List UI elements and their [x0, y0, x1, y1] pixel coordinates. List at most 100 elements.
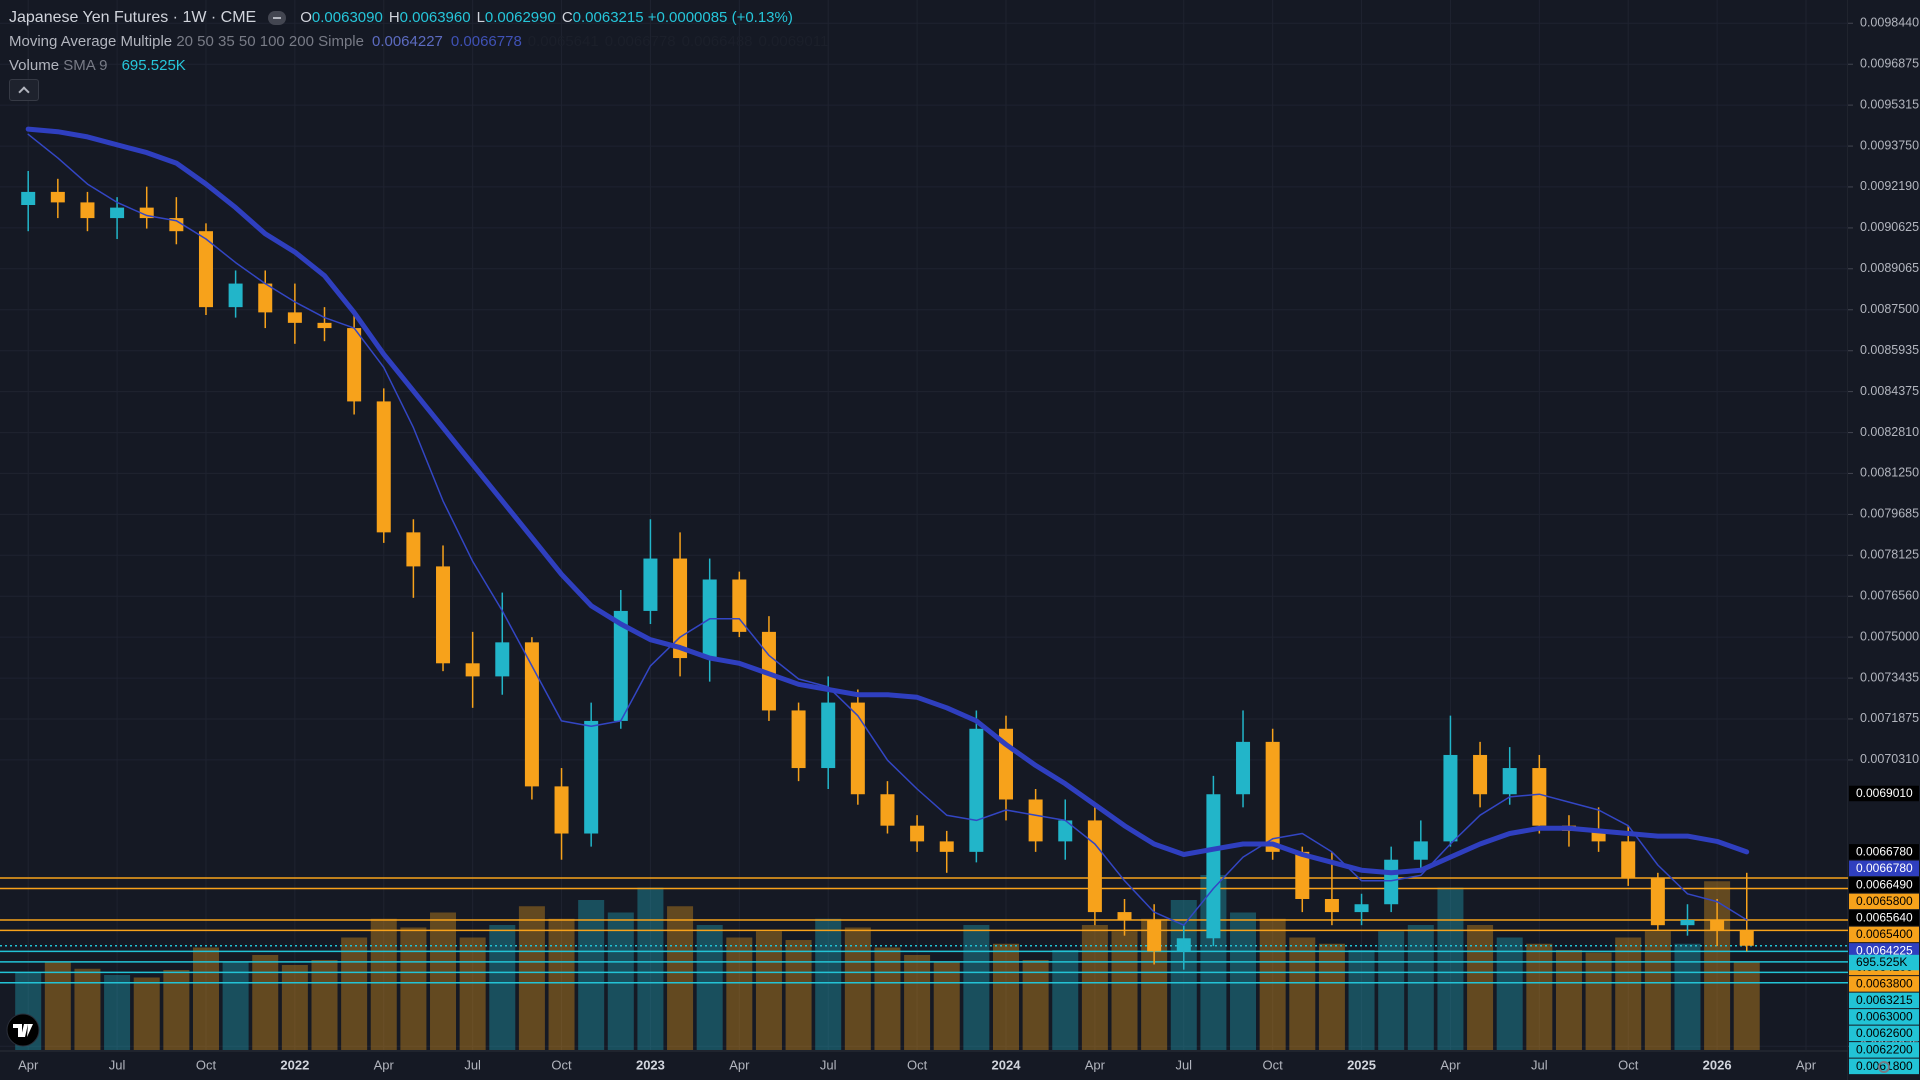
volume-bar	[1259, 918, 1286, 1050]
price-tag	[1849, 785, 1919, 802]
x-tick-label: Oct	[1618, 1057, 1639, 1072]
candle-body	[1413, 841, 1428, 860]
candle-body	[1206, 794, 1221, 939]
price-tag-label: 0.0063800	[1856, 977, 1913, 991]
volume-value: 695.525K	[121, 57, 186, 74]
volume-bar	[1674, 943, 1701, 1050]
volume-bar	[785, 940, 812, 1050]
candle-body	[673, 558, 688, 659]
volume-bar	[163, 970, 190, 1050]
y-tick-label: 0.0098440	[1860, 16, 1919, 30]
candle-body	[1650, 878, 1665, 926]
candle-body	[613, 610, 628, 721]
candle-body	[584, 720, 599, 834]
volume-bar	[667, 906, 694, 1050]
symbol-title: Japanese Yen Futures · 1W · CME	[9, 9, 257, 26]
candle-body	[436, 566, 451, 664]
ohlc-key: H	[388, 9, 400, 26]
candles	[21, 170, 1754, 970]
candle-body	[554, 786, 569, 834]
volume-bar	[904, 955, 931, 1050]
x-tick-label: Oct	[551, 1057, 572, 1072]
volume-bar	[755, 931, 782, 1050]
moving-average-line	[27, 133, 1748, 926]
price-tag-label: 0.0065400	[1856, 927, 1913, 941]
candle-body	[347, 328, 362, 402]
price-tag-label: 0.0061800	[1856, 1059, 1913, 1073]
candle-body	[1117, 912, 1132, 920]
x-tick-label: Apr	[729, 1057, 750, 1072]
price-tag	[1849, 954, 1919, 971]
candle-body	[406, 532, 421, 567]
volume-bar	[1052, 950, 1079, 1050]
candle-body	[643, 558, 658, 611]
candle-body	[1028, 799, 1043, 842]
ma-value: 0.0066488	[681, 33, 753, 50]
volume-bar	[1081, 925, 1108, 1050]
price-tag-label: 0.0066780	[1856, 845, 1913, 859]
candle-body	[169, 218, 184, 232]
ma-value: 0.0069011	[758, 33, 829, 50]
y-tick-label: 0.0073435	[1860, 670, 1919, 684]
volume-bar	[1437, 887, 1464, 1050]
candle-body	[1591, 830, 1606, 842]
tradingview-logo[interactable]	[6, 1013, 40, 1047]
volume-bar	[341, 937, 368, 1050]
price-tag	[1849, 910, 1919, 926]
volume-bar	[933, 962, 960, 1050]
x-tick-label: Apr	[1085, 1057, 1106, 1072]
candle-body	[821, 702, 836, 769]
ma-params: 20 50 35 50 100 200 Simple	[176, 33, 364, 50]
settings-icon[interactable]	[1878, 1061, 1890, 1073]
candle-body	[969, 728, 984, 852]
price-tag-label: 0.0063215	[1856, 993, 1913, 1007]
candle-body	[287, 312, 302, 323]
legend: Japanese Yen Futures · 1W · CME O0.006309…	[9, 6, 828, 78]
volume-bar	[1289, 937, 1316, 1050]
volume-name: Volume	[9, 57, 60, 74]
volume-bar	[222, 962, 249, 1050]
candle-body	[1265, 741, 1280, 852]
candle-body	[1324, 898, 1339, 913]
candle-body	[465, 663, 480, 677]
price-tag-label: 0.0069010	[1856, 786, 1913, 800]
candle-body	[1295, 851, 1310, 899]
candle-body	[1058, 820, 1073, 842]
volume-bar	[44, 962, 71, 1050]
x-tick-label: Apr	[1440, 1057, 1461, 1072]
candle-body	[1176, 938, 1191, 952]
x-tick-label: Jul	[1531, 1057, 1548, 1072]
volume-bar	[400, 927, 427, 1050]
price-tag	[1849, 893, 1919, 910]
x-tick-label: 2023	[636, 1057, 665, 1072]
collapse-button[interactable]	[9, 79, 39, 101]
volume-bar	[104, 975, 131, 1050]
y-tick-label: 0.0087500	[1860, 302, 1919, 316]
legend-row: Japanese Yen Futures · 1W · CME O0.006309…	[9, 6, 828, 30]
ma-value: 0.0066778	[450, 33, 522, 50]
candle-body	[1384, 859, 1399, 905]
volume-bar	[815, 918, 842, 1050]
candle-body	[1502, 768, 1517, 795]
volume-bar	[1230, 912, 1257, 1050]
hide-button[interactable]	[268, 11, 287, 26]
candle-body	[939, 841, 954, 852]
volume-bar	[459, 937, 486, 1050]
y-tick-label: 0.0070310	[1860, 752, 1919, 766]
volume-bar	[963, 925, 990, 1050]
volume-bar	[192, 947, 219, 1050]
price-tag-label: 0.0066490	[1856, 878, 1913, 892]
volume-bar	[1407, 925, 1434, 1050]
price-tag-label: 0.0063000	[1856, 1010, 1913, 1024]
grid	[0, 0, 1848, 1050]
volume-bar	[1170, 900, 1197, 1050]
ohlc-value: 0.0063215	[572, 9, 644, 26]
volume-bar	[992, 943, 1019, 1050]
candle-body	[1710, 919, 1725, 931]
legend-row: Moving Average Multiple 20 50 35 50 100 …	[9, 30, 828, 54]
volume-bar	[607, 912, 634, 1050]
volume-bar	[726, 937, 753, 1050]
axis-labels: 0.0098440 0.0096875 0.0095315 0.0093750 0.00…	[18, 16, 1919, 1073]
ma-value: 0.0064227	[371, 33, 443, 50]
